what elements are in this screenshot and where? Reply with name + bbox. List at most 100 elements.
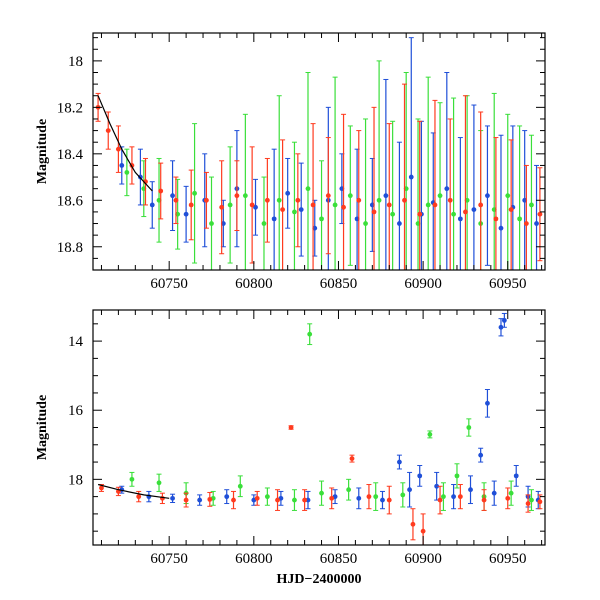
bottom-data-point-blue — [501, 317, 507, 323]
top-data-point-red — [249, 202, 255, 208]
top-data-point-blue — [485, 193, 490, 199]
top-data-point-red — [264, 197, 270, 203]
top-data-point-red — [463, 209, 468, 215]
bottom-data-point-green — [264, 494, 270, 500]
top-data-point-green — [376, 197, 382, 203]
top-data-point-green — [437, 193, 443, 199]
bottom-data-point-green — [346, 487, 352, 493]
top-data-point-red — [204, 197, 209, 203]
top-data-point-red — [219, 204, 225, 210]
bottom-series-green — [129, 323, 534, 511]
top-data-point-green — [425, 202, 431, 208]
bottom-data-point-green — [441, 494, 446, 500]
top-data-point-blue — [119, 163, 125, 168]
top-data-point-green — [192, 190, 197, 196]
bottom-data-point-green — [156, 480, 162, 486]
top-data-point-blue — [285, 190, 291, 196]
bottom-data-point-red — [437, 497, 443, 503]
top-data-point-red — [105, 128, 111, 133]
bottom-axes-frame — [92, 309, 546, 546]
top-data-point-red — [158, 188, 164, 194]
bottom-data-point-blue — [434, 483, 440, 489]
bottom-data-point-red — [329, 495, 335, 501]
bottom-data-point-red — [231, 497, 236, 503]
bottom-data-point-red — [183, 497, 189, 503]
top-data-point-red — [478, 202, 484, 208]
top-data-point-green — [242, 193, 248, 199]
top-data-point-green — [319, 216, 324, 222]
top-data-point-red — [234, 193, 240, 199]
bottom-data-point-green — [529, 497, 534, 503]
bottom-data-point-red — [254, 495, 260, 501]
top-data-point-red — [493, 216, 499, 222]
bottom-data-point-red — [275, 497, 280, 503]
top-data-point-red — [523, 221, 529, 226]
top-data-point-green — [276, 197, 282, 203]
top-axes-frame — [92, 32, 546, 271]
bottom-data-point-red — [99, 485, 104, 491]
bottom-data-point-red — [505, 495, 511, 501]
top-data-point-green — [451, 211, 456, 217]
bottom-data-point-blue — [491, 490, 497, 496]
bottom-data-point-red — [420, 528, 426, 534]
top-y-axis-label: Magnitude — [35, 119, 50, 184]
bottom-data-point-blue — [485, 400, 490, 406]
top-data-point-red — [508, 207, 514, 212]
top-data-point-red — [295, 197, 301, 203]
bottom-series-blue — [119, 312, 541, 510]
bottom-x-tick-label: 60900 — [404, 551, 442, 567]
top-data-point-red — [325, 193, 331, 199]
top-data-point-red — [402, 197, 407, 203]
top-data-point-blue — [383, 193, 389, 199]
bottom-data-point-blue — [513, 473, 519, 479]
bottom-y-axis-label: Magnitude — [35, 395, 50, 460]
top-data-point-green — [209, 221, 214, 226]
bottom-data-point-blue — [451, 494, 456, 500]
top-data-point-red — [447, 197, 453, 203]
bottom-data-point-blue — [498, 324, 504, 330]
bottom-data-point-blue — [468, 487, 473, 493]
top-y-tick-label: 18 — [68, 54, 83, 70]
top-data-point-blue — [444, 186, 450, 192]
bottom-y-tick-label: 18 — [68, 472, 83, 488]
top-data-point-green — [529, 202, 534, 208]
bottom-x-tick-label: 60750 — [150, 551, 188, 567]
bottom-data-point-red — [481, 497, 487, 503]
top-data-point-green — [505, 193, 511, 199]
top-data-point-blue — [183, 211, 189, 217]
top-data-point-green — [305, 186, 311, 192]
bottom-data-point-red — [457, 494, 463, 500]
bottom-y-tick-label: 14 — [68, 334, 84, 350]
bottom-data-point-blue — [407, 487, 412, 493]
top-data-point-blue — [149, 202, 155, 208]
bottom-x-axis-label: HJD−2400000 — [277, 572, 362, 587]
bottom-data-point-red — [410, 521, 416, 527]
bottom-panel: 60750 60800 60850 60900 60950 14 16 18 Magnitude… — [35, 309, 546, 587]
top-data-point-green — [227, 202, 233, 208]
top-data-point-blue — [498, 225, 504, 231]
bottom-x-tick-label: 60950 — [489, 551, 527, 567]
bottom-data-point-green — [129, 476, 135, 482]
bottom-data-point-red — [366, 494, 372, 500]
top-data-point-green — [363, 221, 368, 226]
bottom-data-point-blue — [170, 495, 175, 501]
top-data-point-blue — [271, 216, 277, 222]
top-data-point-blue — [534, 221, 539, 226]
top-data-point-blue — [170, 193, 175, 199]
top-data-point-red — [417, 211, 423, 217]
top-data-point-red — [115, 146, 121, 152]
top-y-tick-label: 18.6 — [57, 193, 84, 209]
bottom-plot-area — [97, 312, 543, 545]
top-x-tick-label: 60750 — [150, 276, 188, 292]
bottom-data-point-red — [349, 456, 355, 462]
top-data-point-blue — [253, 204, 258, 210]
top-data-point-green — [517, 216, 523, 222]
bottom-data-point-blue — [478, 452, 484, 458]
top-data-point-red — [356, 197, 362, 203]
top-data-point-green — [124, 170, 130, 175]
top-data-point-blue — [457, 216, 463, 222]
bottom-data-point-green — [292, 497, 297, 503]
bottom-data-point-blue — [380, 497, 385, 503]
bottom-data-point-red — [525, 501, 531, 506]
